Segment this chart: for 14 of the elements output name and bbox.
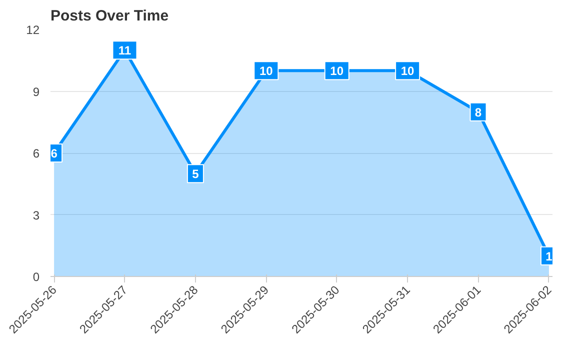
data-label: 10	[400, 64, 415, 78]
y-tick-label: 3	[32, 208, 40, 222]
data-label: 10	[259, 64, 274, 78]
data-label: 10	[330, 64, 344, 78]
data-label: 8	[474, 105, 482, 120]
data-label: 5	[192, 167, 200, 182]
data-label: 11	[118, 44, 132, 58]
y-tick-label: 0	[32, 270, 40, 284]
y-tick-label: 9	[32, 84, 40, 99]
data-label: 6	[50, 146, 58, 160]
chart-title: Posts Over Time	[50, 8, 169, 24]
data-label: 1	[546, 249, 553, 264]
y-tick-label: 12	[26, 23, 40, 37]
y-tick-label: 6	[32, 146, 40, 160]
